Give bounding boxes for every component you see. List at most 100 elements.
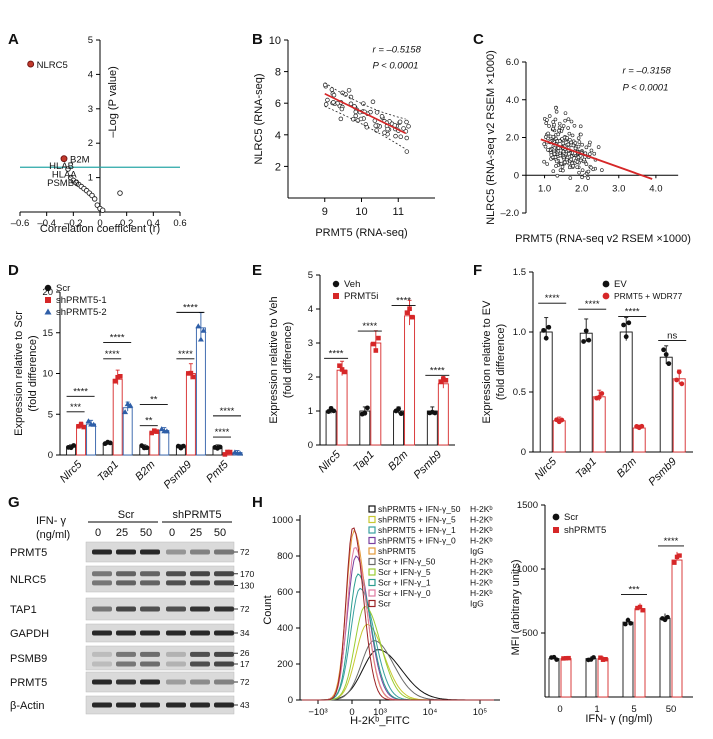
data-point <box>588 140 592 145</box>
data-point <box>580 168 585 173</box>
blot-band <box>140 571 160 577</box>
blot-band <box>214 630 234 636</box>
blot-band <box>166 651 186 657</box>
blot-band <box>166 580 186 586</box>
bar <box>122 407 133 456</box>
data-point <box>71 443 77 448</box>
data-point <box>565 136 570 140</box>
x-tick-label: 0.4 <box>147 218 160 229</box>
data-point <box>546 131 550 136</box>
category-label: Tap1 <box>96 459 122 485</box>
blot-band <box>166 549 186 555</box>
data-point <box>559 161 564 166</box>
data-point <box>338 116 344 122</box>
y-tick-label: 1 <box>88 173 93 184</box>
data-point <box>569 157 573 162</box>
blot-row-label: PRMT5 <box>10 547 47 559</box>
data-point <box>570 133 575 138</box>
r-value: r = –0.5158 <box>373 45 422 56</box>
histogram-curve <box>302 587 494 701</box>
mw-marker-label: 130 <box>240 581 254 591</box>
mw-marker-label: 72 <box>240 604 250 614</box>
data-point <box>582 157 587 162</box>
y-tick-label: 2 <box>308 372 313 383</box>
legend-marker <box>332 280 340 288</box>
data-point <box>346 87 352 93</box>
data-point <box>376 335 381 341</box>
data-point <box>584 145 589 150</box>
data-point <box>554 164 558 168</box>
y-tick-label: 4 <box>88 69 93 80</box>
category-label: B2m <box>615 456 639 480</box>
y-tick-label: 400 <box>277 623 293 634</box>
bar <box>632 427 646 453</box>
blot-band <box>166 606 186 612</box>
legend-label: shPRMT5-1 <box>56 295 107 306</box>
blot-band <box>116 630 136 636</box>
data-point <box>237 450 244 456</box>
data-point <box>373 123 378 128</box>
group-label-scr: Scr <box>118 509 135 521</box>
data-point <box>158 426 165 432</box>
significance-label: *** <box>70 402 81 413</box>
legend-sample-label: shPRMT5 + IFN-γ_0 <box>378 536 456 546</box>
blot-band <box>190 679 210 685</box>
data-point <box>348 94 354 100</box>
data-point <box>195 323 202 329</box>
y-tick-label: 15 <box>42 328 53 339</box>
gene-label: PSMB9 <box>47 178 79 189</box>
data-point <box>551 169 556 174</box>
y-tick-label: 2 <box>275 161 281 173</box>
x-tick-label: 3.0 <box>612 183 625 194</box>
data-point <box>407 306 412 312</box>
data-point <box>576 155 581 160</box>
blot-band <box>116 606 136 612</box>
bar <box>672 378 686 453</box>
dose-label: 50 <box>140 527 152 539</box>
mw-marker-label: 72 <box>240 547 250 557</box>
y-tick-label: 0 <box>48 450 53 461</box>
significance-label: **** <box>110 333 125 344</box>
x-tick-label: 0 <box>97 218 102 229</box>
blot-band <box>190 606 210 612</box>
bar <box>426 410 438 446</box>
group-label-shprmt5: shPRMT5 <box>173 509 222 521</box>
data-point <box>404 135 409 141</box>
data-point <box>185 371 191 376</box>
legend-sample-label: Scr <box>378 599 391 609</box>
data-point <box>599 391 605 396</box>
histogram-curve <box>302 527 494 701</box>
bar <box>585 658 597 698</box>
y-tick-label: 5 <box>88 35 93 46</box>
data-point <box>566 117 571 122</box>
data-point <box>600 657 606 662</box>
bar <box>112 378 123 456</box>
bar <box>659 617 671 698</box>
data-point <box>65 166 71 172</box>
mw-marker-label: 26 <box>240 648 250 658</box>
data-point <box>222 452 228 457</box>
data-point <box>181 443 186 449</box>
panel-f-bar: 0 0.5 1.0 1.5 Nlrc5 Tap1 B2m Psmb9 **** **** **** n… <box>481 267 693 488</box>
significance-label: **** <box>178 349 193 360</box>
data-point <box>554 159 559 164</box>
legend-label: EV <box>614 279 627 290</box>
data-point <box>553 106 558 110</box>
category-label: Psmb9 <box>646 456 679 489</box>
blot-band <box>116 679 136 685</box>
significance-label: **** <box>220 406 235 417</box>
y-axis-title: MFI (arbitrary units) <box>510 559 522 655</box>
legend-swatch <box>368 578 376 587</box>
panel-g-western-blot: IFN- γ (ng/ml) Scr shPRMT5 0 25 50 0 25 50 PRMT5 72… <box>10 509 254 715</box>
regression-line <box>324 93 406 134</box>
x-tick-label: 2.0 <box>575 183 588 194</box>
y-axis-title: NLRC5 (RNA-seq v2 RSEM ×1000) <box>485 50 497 225</box>
data-point <box>580 142 584 147</box>
legend-sample-label: shPRMT5 + IFN-γ_1 <box>378 525 456 535</box>
y-tick-label: 0 <box>308 440 313 451</box>
legend-marker <box>553 527 559 533</box>
data-point <box>555 139 560 144</box>
data-point <box>27 60 35 68</box>
legend-marker <box>44 284 52 292</box>
